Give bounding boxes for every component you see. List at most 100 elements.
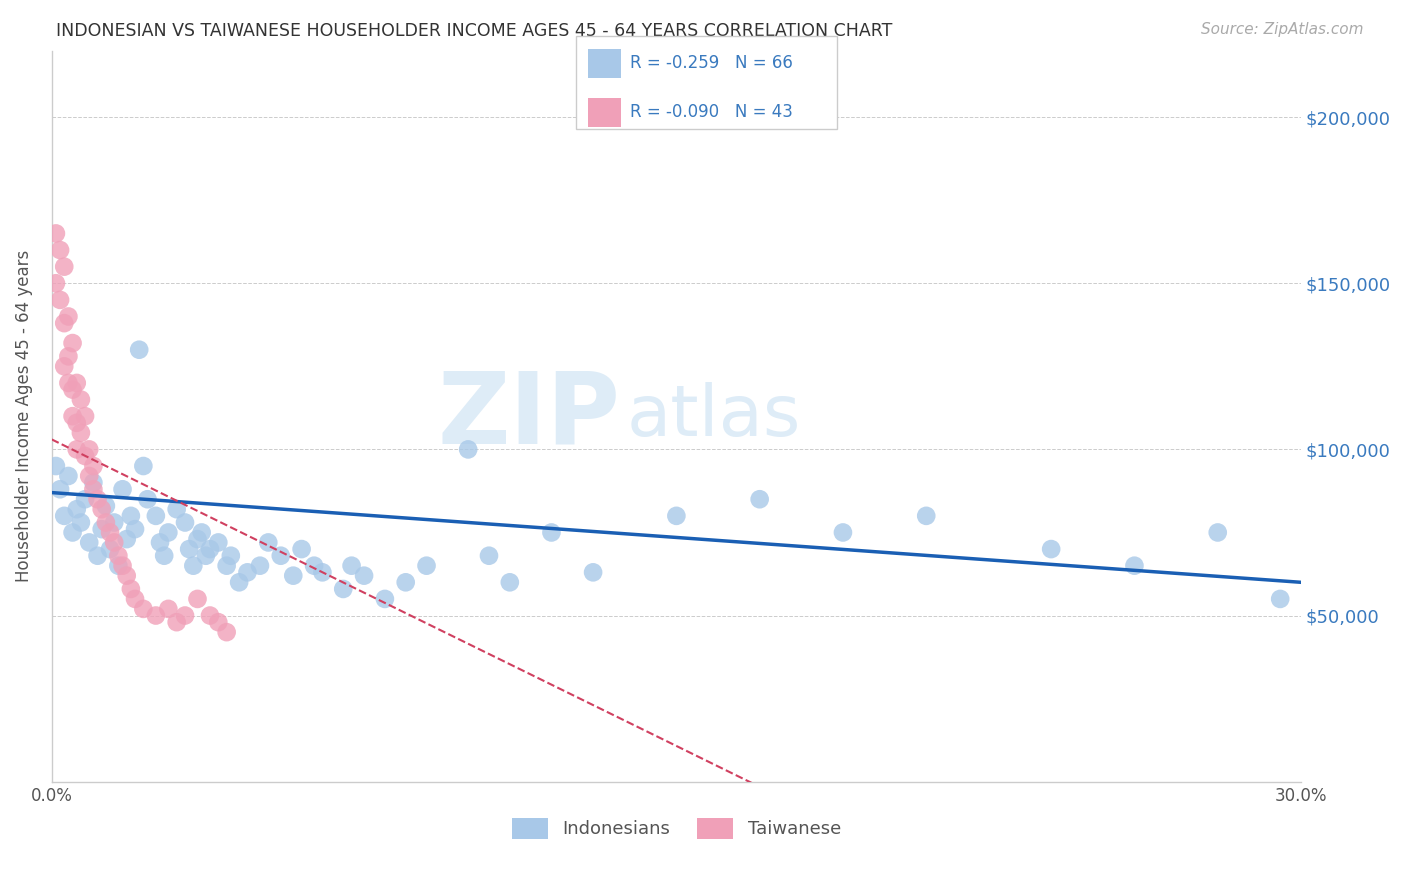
Point (198, 608, 221, 623)
Point (219, 549, 242, 563)
Point (75, 409, 97, 424)
Point (124, 591, 146, 606)
Point (499, 575, 522, 590)
Point (62, 336, 84, 351)
Text: INDONESIAN VS TAIWANESE HOUSEHOLDER INCOME AGES 45 - 64 YEARS CORRELATION CHART: INDONESIAN VS TAIWANESE HOUSEHOLDER INCO… (56, 22, 893, 40)
Point (45, 227, 67, 241)
Point (207, 615, 229, 630)
Point (77, 442, 100, 457)
Point (186, 532, 208, 546)
Point (132, 458, 155, 473)
Point (53, 508, 76, 523)
Point (94, 499, 117, 513)
Point (174, 608, 197, 623)
Point (478, 549, 501, 563)
Point (153, 549, 176, 563)
Point (353, 568, 375, 582)
Point (249, 558, 271, 573)
Point (98, 542, 121, 557)
Point (183, 558, 205, 573)
Point (115, 532, 138, 546)
Y-axis label: Householder Income Ages 45 - 64 years: Householder Income Ages 45 - 64 years (15, 250, 32, 582)
Point (58, 310, 80, 324)
Point (832, 525, 855, 540)
Point (198, 542, 221, 557)
Point (49, 293, 72, 307)
Point (66, 376, 89, 390)
Legend: Indonesians, Taiwanese: Indonesians, Taiwanese (505, 811, 848, 846)
Point (257, 535, 280, 549)
Point (62, 409, 84, 424)
Point (132, 602, 155, 616)
Point (128, 343, 150, 357)
Point (136, 492, 159, 507)
Point (53, 359, 76, 374)
Point (45, 277, 67, 291)
Point (86, 549, 108, 563)
Point (1206, 525, 1229, 540)
Point (332, 582, 354, 596)
Point (75, 492, 97, 507)
Point (90, 502, 112, 516)
Text: R = -0.090   N = 43: R = -0.090 N = 43 (630, 103, 793, 121)
Point (174, 516, 197, 530)
Point (145, 508, 167, 523)
Point (311, 566, 333, 580)
Point (228, 575, 250, 590)
Point (748, 492, 770, 507)
Point (157, 602, 180, 616)
Point (58, 376, 80, 390)
Point (540, 525, 562, 540)
Point (215, 625, 238, 640)
Point (1123, 558, 1146, 573)
Point (58, 350, 80, 364)
Point (915, 508, 938, 523)
Point (236, 566, 259, 580)
Point (66, 502, 89, 516)
Point (120, 582, 142, 596)
Point (111, 483, 134, 497)
Point (145, 608, 167, 623)
Point (111, 558, 134, 573)
Point (179, 542, 201, 557)
Point (70, 516, 93, 530)
Point (166, 615, 188, 630)
Point (302, 558, 325, 573)
Point (103, 535, 125, 549)
Point (107, 549, 129, 563)
Point (115, 568, 138, 582)
Point (66, 442, 89, 457)
Point (82, 475, 104, 490)
Point (49, 483, 72, 497)
Point (70, 392, 93, 407)
Point (66, 416, 89, 430)
Point (49, 243, 72, 257)
Point (157, 525, 180, 540)
Text: R = -0.259   N = 66: R = -0.259 N = 66 (630, 54, 793, 72)
Text: atlas: atlas (627, 382, 801, 450)
Text: ZIP: ZIP (437, 368, 620, 465)
Point (1270, 591, 1292, 606)
Point (1040, 542, 1063, 557)
Point (207, 535, 229, 549)
Point (53, 316, 76, 330)
Point (94, 516, 117, 530)
Point (582, 566, 605, 580)
Point (149, 535, 172, 549)
Point (77, 535, 100, 549)
Point (86, 492, 108, 507)
Point (53, 260, 76, 274)
Point (82, 483, 104, 497)
Point (415, 558, 437, 573)
Point (62, 525, 84, 540)
Point (374, 591, 396, 606)
Point (215, 558, 238, 573)
Point (62, 383, 84, 397)
Point (340, 558, 363, 573)
Text: Source: ZipAtlas.com: Source: ZipAtlas.com (1201, 22, 1364, 37)
Point (166, 502, 188, 516)
Point (82, 458, 104, 473)
Point (124, 522, 146, 536)
Point (103, 516, 125, 530)
Point (58, 469, 80, 483)
